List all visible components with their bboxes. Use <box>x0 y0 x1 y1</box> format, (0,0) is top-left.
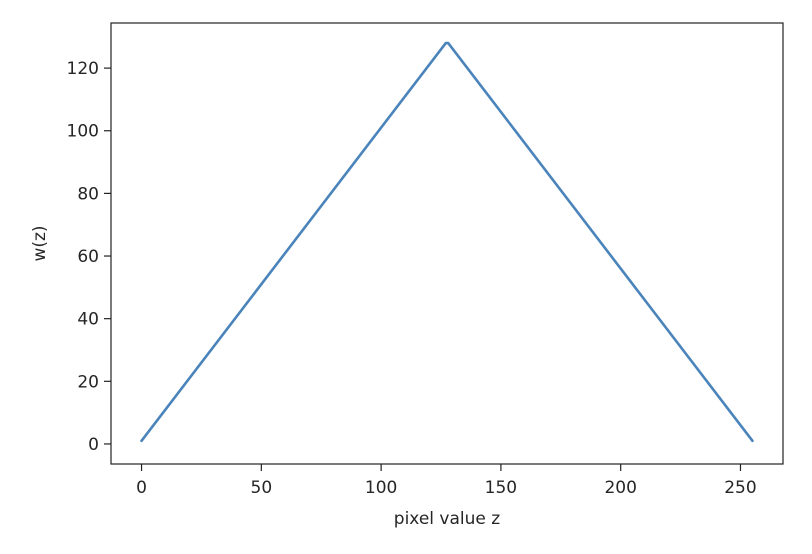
x-tick-label: 200 <box>604 478 636 498</box>
series-line-0 <box>140 41 754 443</box>
x-tick-label: 100 <box>365 478 397 498</box>
x-ticks: 0 50 100 150 200 250 <box>136 464 757 498</box>
y-tick-label: 120 <box>67 59 99 79</box>
x-tick-label: 250 <box>724 478 756 498</box>
y-tick-label: 80 <box>77 184 99 204</box>
plot-frame <box>110 22 784 465</box>
y-tick-label: 20 <box>77 372 99 392</box>
y-tick-label: 60 <box>77 247 99 267</box>
y-tick-label: 40 <box>77 310 99 330</box>
y-tick-label: 0 <box>88 435 99 455</box>
y-axis-label: w(z) <box>30 225 50 261</box>
x-tick-label: 50 <box>251 478 273 498</box>
y-ticks: 0 20 40 60 80 100 120 <box>67 59 111 455</box>
x-axis-label: pixel value z <box>394 509 500 529</box>
x-tick-label: 0 <box>136 478 147 498</box>
plot-layer <box>140 41 754 443</box>
y-tick-label: 100 <box>67 122 99 142</box>
x-tick-label: 150 <box>485 478 517 498</box>
